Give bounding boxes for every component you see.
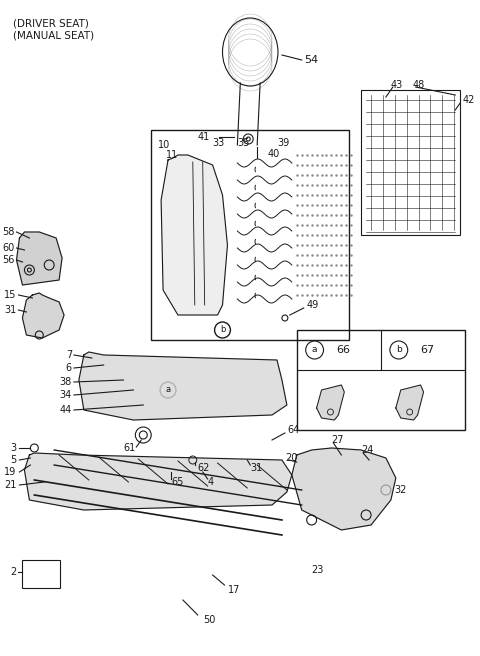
- Text: 40: 40: [267, 149, 279, 159]
- Text: 7: 7: [66, 350, 72, 360]
- Text: 31: 31: [250, 463, 263, 473]
- Text: b: b: [396, 346, 402, 354]
- Text: 3: 3: [11, 443, 16, 453]
- Text: 15: 15: [4, 290, 16, 300]
- Text: 65: 65: [171, 477, 183, 487]
- Text: 64: 64: [287, 425, 299, 435]
- Polygon shape: [79, 352, 287, 420]
- Text: 43: 43: [391, 80, 403, 90]
- Text: 49: 49: [307, 300, 319, 310]
- Text: 10: 10: [158, 140, 170, 150]
- Text: 54: 54: [304, 55, 318, 65]
- Text: (DRIVER SEAT): (DRIVER SEAT): [12, 18, 88, 28]
- Text: 24: 24: [361, 445, 373, 455]
- Text: b: b: [220, 325, 225, 335]
- Text: 32: 32: [394, 485, 406, 495]
- Text: 23: 23: [312, 565, 324, 575]
- Text: (MANUAL SEAT): (MANUAL SEAT): [12, 30, 94, 40]
- Text: 58: 58: [2, 227, 14, 237]
- Text: 17: 17: [228, 585, 240, 595]
- Text: 4: 4: [208, 477, 214, 487]
- Text: 5: 5: [10, 455, 16, 465]
- Text: 11: 11: [166, 150, 178, 160]
- Text: 27: 27: [332, 435, 344, 445]
- Text: a: a: [166, 386, 170, 394]
- Bar: [23, 560, 60, 588]
- Polygon shape: [16, 232, 62, 285]
- Polygon shape: [161, 155, 228, 315]
- Text: 66: 66: [336, 345, 350, 355]
- Text: 62: 62: [198, 463, 210, 473]
- Text: 33: 33: [213, 138, 225, 148]
- Bar: [297, 330, 465, 430]
- Text: a: a: [312, 346, 317, 354]
- Text: 39: 39: [277, 138, 289, 148]
- Bar: [151, 130, 349, 340]
- Polygon shape: [292, 448, 396, 530]
- Text: 56: 56: [2, 255, 14, 265]
- Bar: [361, 90, 460, 235]
- Polygon shape: [317, 385, 344, 420]
- Polygon shape: [396, 385, 423, 420]
- Polygon shape: [23, 293, 64, 338]
- Text: 41: 41: [197, 132, 210, 142]
- Text: 44: 44: [60, 405, 72, 415]
- Text: 6: 6: [66, 363, 72, 373]
- Text: 31: 31: [4, 305, 16, 315]
- Text: 34: 34: [60, 390, 72, 400]
- Text: 61: 61: [123, 443, 135, 453]
- Text: 67: 67: [420, 345, 435, 355]
- Polygon shape: [24, 453, 292, 510]
- Text: 50: 50: [203, 615, 215, 625]
- Text: 21: 21: [4, 480, 16, 490]
- Text: 42: 42: [462, 95, 475, 105]
- Text: 20: 20: [285, 453, 297, 463]
- Text: 38: 38: [60, 377, 72, 387]
- Text: 19: 19: [4, 467, 16, 477]
- Text: 2: 2: [10, 567, 16, 577]
- Text: 60: 60: [2, 243, 14, 253]
- Text: 35: 35: [238, 138, 250, 148]
- Text: 48: 48: [413, 80, 425, 90]
